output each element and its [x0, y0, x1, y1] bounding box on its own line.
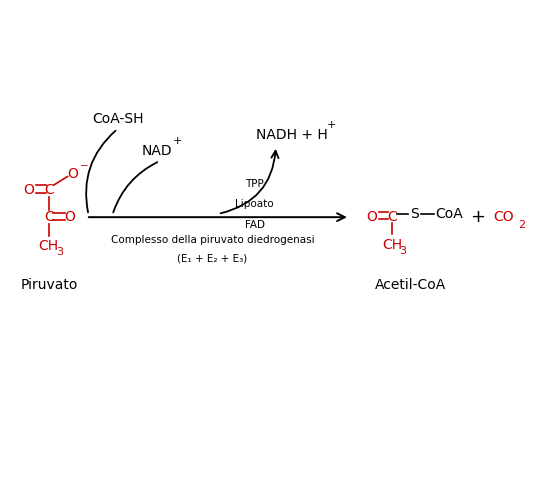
- Text: O: O: [65, 210, 76, 224]
- Text: CH: CH: [39, 239, 58, 253]
- Text: C: C: [44, 210, 54, 224]
- Text: NAD: NAD: [142, 145, 173, 158]
- Text: C: C: [387, 210, 397, 224]
- Text: S: S: [410, 207, 419, 221]
- Text: O: O: [24, 183, 34, 197]
- Text: 3: 3: [399, 246, 407, 256]
- Text: +: +: [327, 120, 337, 129]
- Text: O: O: [367, 210, 377, 224]
- Text: CH: CH: [382, 238, 402, 252]
- Text: FAD: FAD: [245, 220, 265, 230]
- Text: TPP: TPP: [245, 179, 264, 189]
- Text: Complesso della piruvato diedrogenasi: Complesso della piruvato diedrogenasi: [111, 235, 315, 245]
- Text: CoA: CoA: [435, 207, 463, 221]
- Text: O: O: [67, 168, 78, 181]
- Text: CO: CO: [494, 210, 514, 224]
- Text: +: +: [173, 136, 182, 146]
- Text: NADH + H: NADH + H: [256, 128, 327, 142]
- Text: (E₁ + E₂ + E₃): (E₁ + E₂ + E₃): [177, 254, 248, 264]
- Text: CoA-SH: CoA-SH: [92, 112, 143, 126]
- Text: Piruvato: Piruvato: [20, 278, 78, 292]
- Text: C: C: [44, 183, 54, 197]
- Text: Lipoato: Lipoato: [235, 199, 274, 209]
- Text: +: +: [470, 208, 485, 226]
- Text: 2: 2: [518, 220, 525, 230]
- Text: 3: 3: [57, 247, 64, 257]
- Text: Acetil-CoA: Acetil-CoA: [375, 278, 446, 292]
- Text: −: −: [79, 161, 88, 171]
